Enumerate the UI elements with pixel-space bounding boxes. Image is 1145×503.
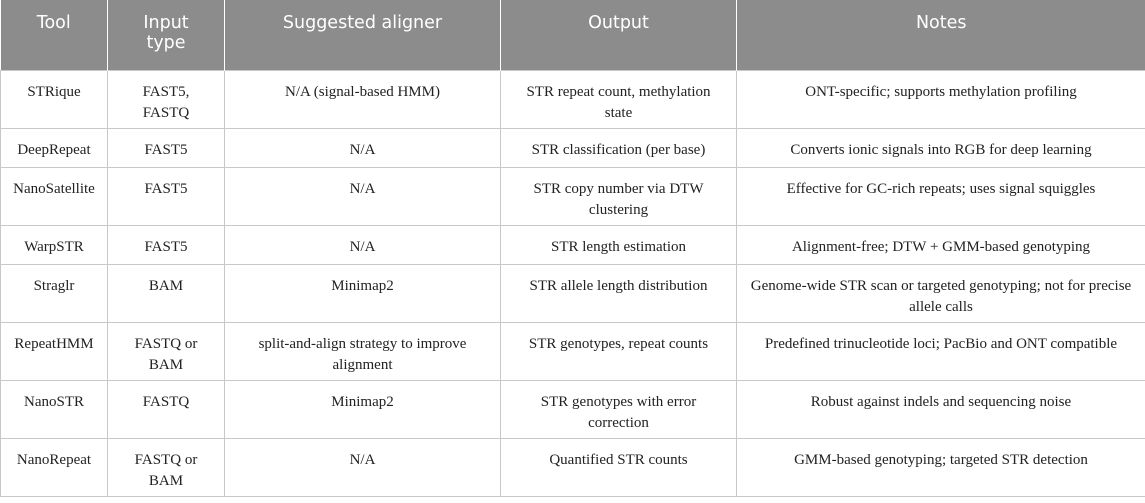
cell-notes: Robust against indels and sequencing noi… bbox=[736, 379, 1145, 439]
cell-aligner: N/A bbox=[224, 224, 501, 265]
header-row: Tool Input type Suggested aligner Output… bbox=[0, 0, 1145, 70]
table-row: NanoRepeat FASTQ or BAM N/A Quantified S… bbox=[0, 437, 1145, 497]
cell-tool: NanoRepeat bbox=[0, 437, 108, 497]
cell-tool: STRique bbox=[0, 69, 108, 129]
cell-notes-text: Genome-wide STR scan or targeted genotyp… bbox=[750, 277, 1132, 315]
cell-notes: Alignment-free; DTW + GMM-based genotypi… bbox=[736, 224, 1145, 265]
cell-output: STR genotypes, repeat counts bbox=[500, 321, 737, 381]
cell-aligner: Minimap2 bbox=[224, 379, 501, 439]
cell-notes: Predefined trinucleotide loci; PacBio an… bbox=[736, 321, 1145, 381]
cell-notes: Converts ionic signals into RGB for deep… bbox=[736, 127, 1145, 168]
cell-notes: ONT-specific; supports methylation profi… bbox=[736, 69, 1145, 129]
header-notes: Notes bbox=[736, 0, 1145, 70]
cell-tool: Straglr bbox=[0, 263, 108, 323]
cell-input: FAST5 bbox=[107, 166, 225, 226]
cell-input-text: FASTQ or BAM bbox=[134, 451, 198, 489]
header-tool-label: Tool bbox=[36, 13, 71, 33]
table-row: WarpSTR FAST5 N/A STR length estimation … bbox=[0, 224, 1145, 265]
table-row: NanoSTR FASTQ Minimap2 STR genotypes wit… bbox=[0, 379, 1145, 439]
cell-output: STR allele length distribution bbox=[500, 263, 737, 323]
header-input-type: Input type bbox=[107, 0, 225, 70]
cell-output: STR genotypes with error correction bbox=[500, 379, 737, 439]
table-row: NanoSatellite FAST5 N/A STR copy number … bbox=[0, 166, 1145, 226]
cell-notes: GMM-based genotyping; targeted STR detec… bbox=[736, 437, 1145, 497]
cell-output-text: STR genotypes with error correction bbox=[540, 393, 697, 431]
table-row: DeepRepeat FAST5 N/A STR classification … bbox=[0, 127, 1145, 168]
header-suggested-aligner-label: Suggested aligner bbox=[282, 13, 443, 33]
cell-aligner: Minimap2 bbox=[224, 263, 501, 323]
cell-aligner: N/A bbox=[224, 127, 501, 168]
header-output: Output bbox=[500, 0, 737, 70]
cell-tool: WarpSTR bbox=[0, 224, 108, 265]
cell-output: STR classification (per base) bbox=[500, 127, 737, 168]
header-tool: Tool bbox=[0, 0, 108, 70]
cell-input: FAST5, FASTQ bbox=[107, 69, 225, 129]
cell-tool: DeepRepeat bbox=[0, 127, 108, 168]
cell-tool: NanoSatellite bbox=[0, 166, 108, 226]
cell-input: FAST5 bbox=[107, 224, 225, 265]
cell-aligner: N/A bbox=[224, 166, 501, 226]
cell-output: STR length estimation bbox=[500, 224, 737, 265]
table-row: RepeatHMM FASTQ or BAM split-and-align s… bbox=[0, 321, 1145, 381]
table-row: STRique FAST5, FASTQ N/A (signal-based H… bbox=[0, 69, 1145, 129]
cell-aligner: split-and-align strategy to improve alig… bbox=[224, 321, 501, 381]
table-row: Straglr BAM Minimap2 STR allele length d… bbox=[0, 263, 1145, 323]
cell-notes: Genome-wide STR scan or targeted genotyp… bbox=[736, 263, 1145, 323]
cell-output-text: STR repeat count, methylation state bbox=[526, 83, 711, 121]
cell-input: FASTQ or BAM bbox=[107, 437, 225, 497]
cell-input-text: FASTQ or BAM bbox=[134, 335, 198, 373]
cell-aligner: N/A (signal-based HMM) bbox=[224, 69, 501, 129]
cell-aligner: N/A bbox=[224, 437, 501, 497]
header-suggested-aligner: Suggested aligner bbox=[224, 0, 501, 70]
cell-tool: RepeatHMM bbox=[0, 321, 108, 381]
cell-output: STR repeat count, methylation state bbox=[500, 69, 737, 129]
cell-notes: Effective for GC-rich repeats; uses sign… bbox=[736, 166, 1145, 226]
cell-output: STR copy number via DTW clustering bbox=[500, 166, 737, 226]
header-notes-label: Notes bbox=[915, 13, 967, 33]
cell-input: BAM bbox=[107, 263, 225, 323]
table-body: STRique FAST5, FASTQ N/A (signal-based H… bbox=[0, 69, 1145, 497]
cell-output: Quantified STR counts bbox=[500, 437, 737, 497]
header-input-type-label: Input type bbox=[143, 13, 189, 53]
cell-input: FAST5 bbox=[107, 127, 225, 168]
cell-input-text: FAST5, FASTQ bbox=[142, 83, 190, 121]
header-output-label: Output bbox=[588, 13, 649, 33]
cell-input: FASTQ or BAM bbox=[107, 321, 225, 381]
cell-output-text: STR copy number via DTW clustering bbox=[533, 180, 704, 218]
cell-input: FASTQ bbox=[107, 379, 225, 439]
cell-tool: NanoSTR bbox=[0, 379, 108, 439]
table-header: Tool Input type Suggested aligner Output… bbox=[0, 0, 1145, 70]
